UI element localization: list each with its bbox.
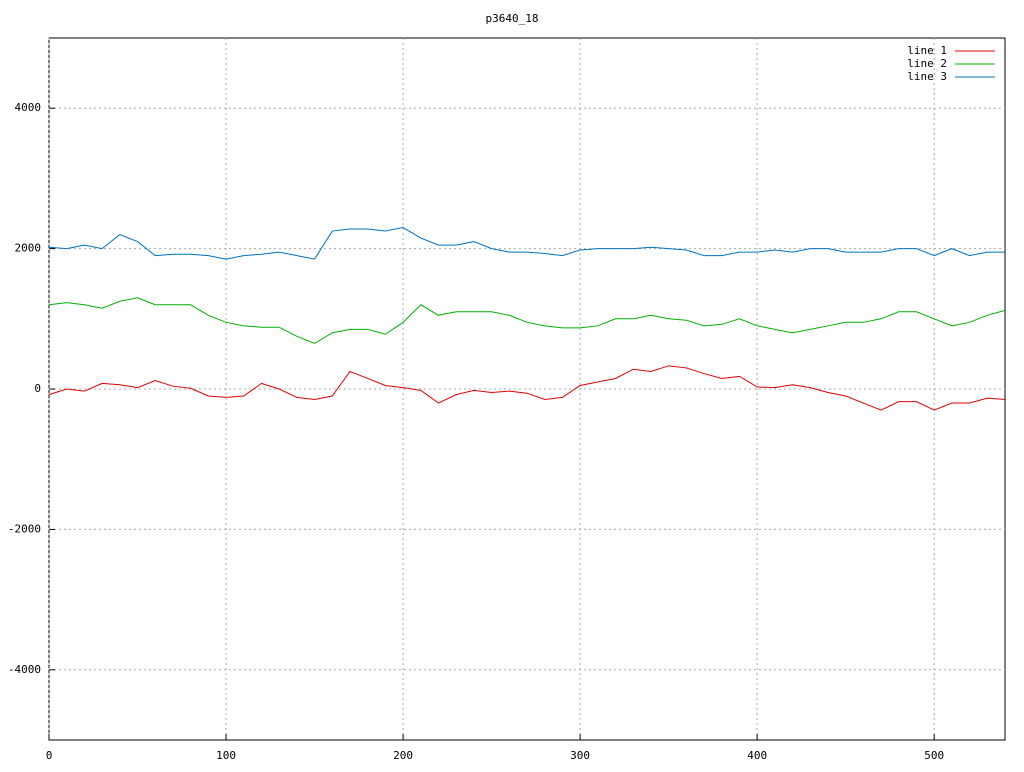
y-tick-label: -4000 xyxy=(8,663,41,676)
y-tick-label: -2000 xyxy=(8,522,41,535)
legend-label: line 1 xyxy=(907,44,947,57)
x-tick-label: 400 xyxy=(747,749,767,762)
y-tick-label: 2000 xyxy=(15,242,42,255)
y-tick-label: 0 xyxy=(34,382,41,395)
x-tick-label: 200 xyxy=(393,749,413,762)
x-tick-label: 0 xyxy=(46,749,53,762)
y-tick-label: 4000 xyxy=(15,101,42,114)
data-line xyxy=(48,297,1006,344)
legend-label: line 3 xyxy=(907,70,947,83)
x-tick-label: 300 xyxy=(570,749,590,762)
data-line xyxy=(48,365,1006,411)
x-tick-label: 100 xyxy=(216,749,236,762)
legend-label: line 2 xyxy=(907,57,947,70)
data-line xyxy=(48,227,1005,260)
chart-title: p3640_18 xyxy=(486,12,539,25)
x-tick-label: 500 xyxy=(924,749,944,762)
